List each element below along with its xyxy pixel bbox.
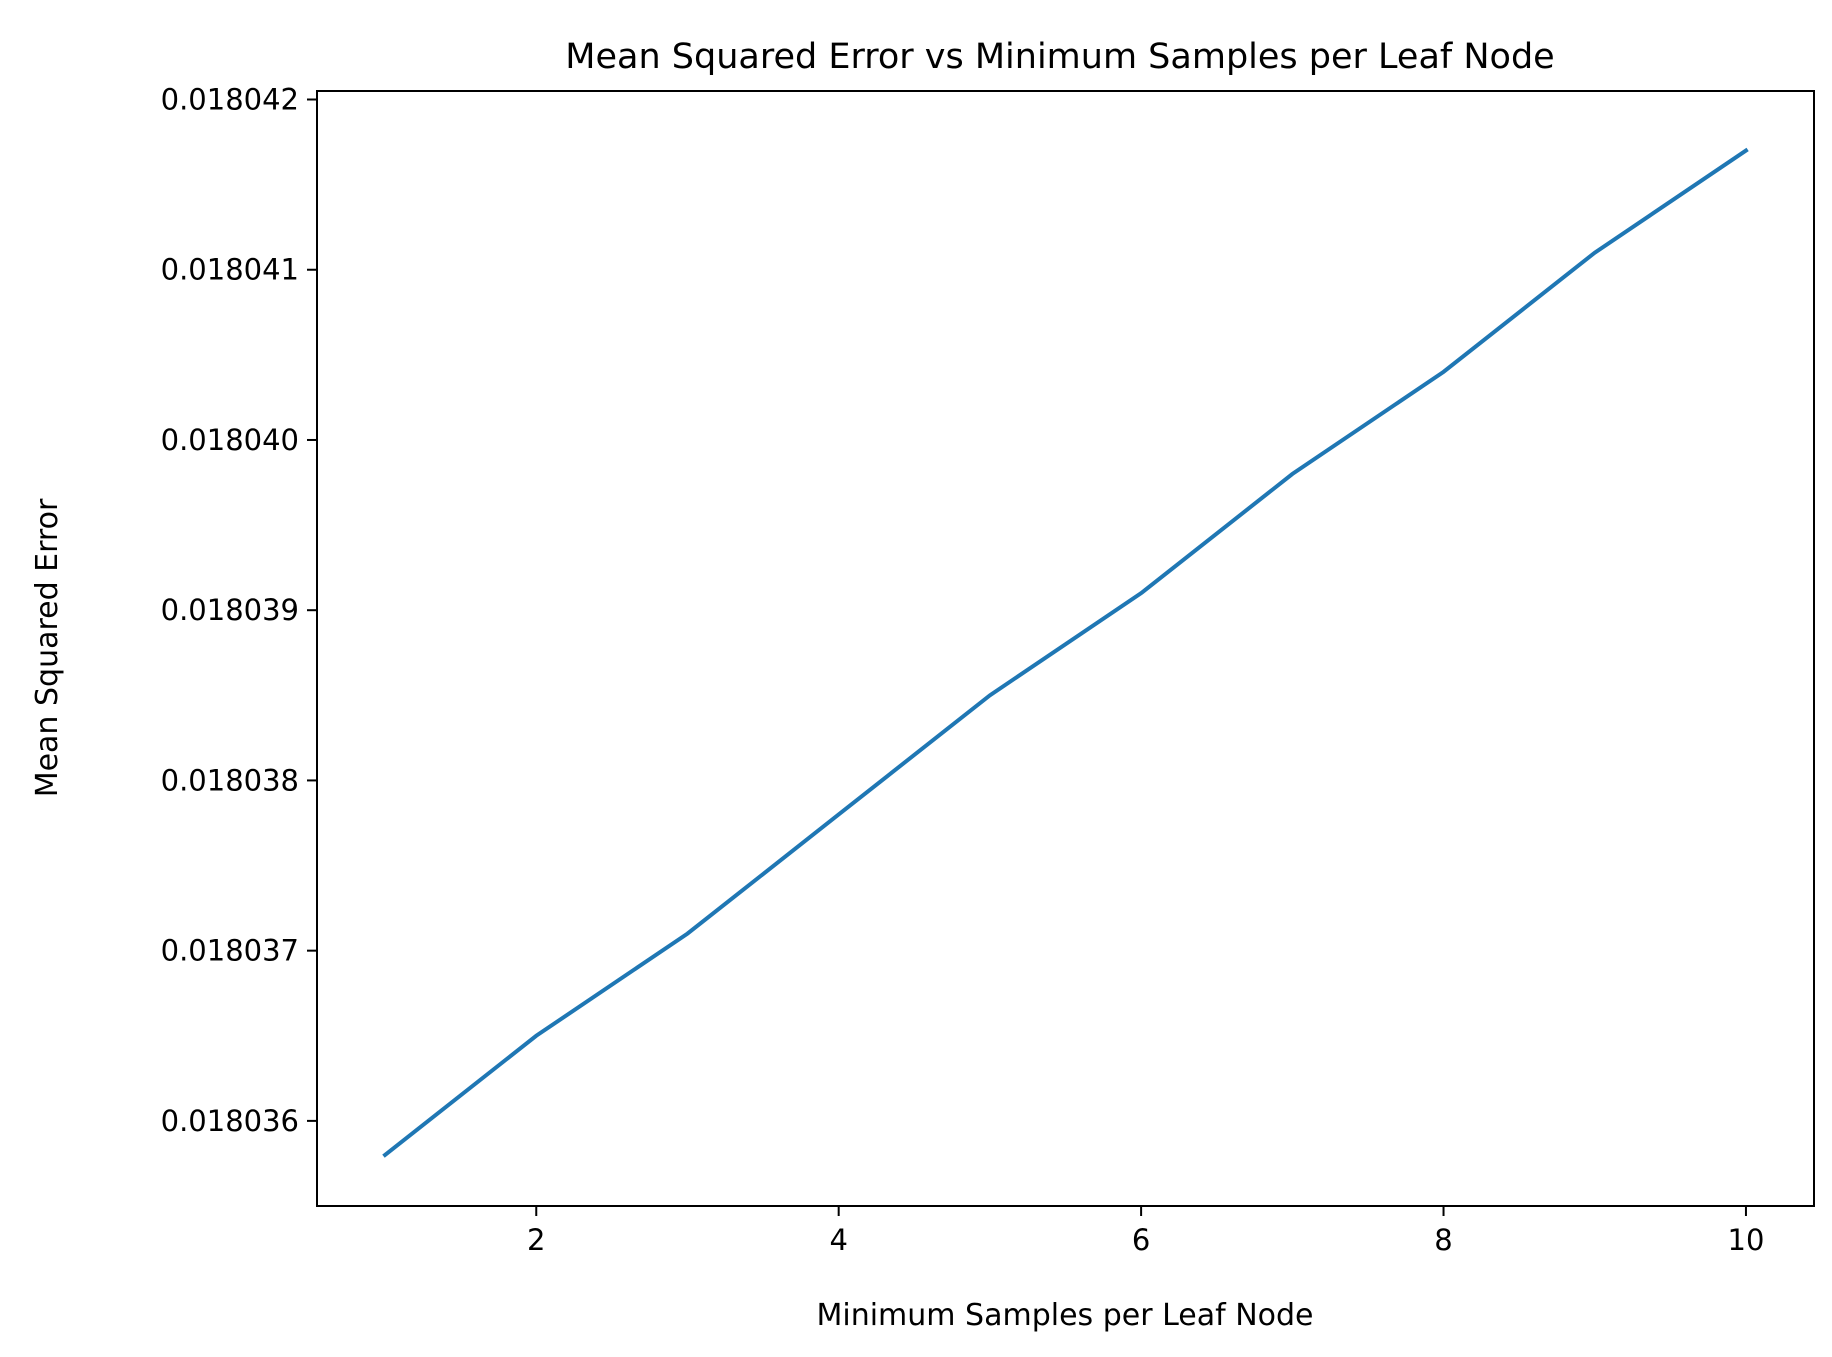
- y-tick-label: 0.018036: [161, 1104, 299, 1138]
- y-tick-label: 0.018042: [161, 83, 299, 117]
- y-tick-label: 0.018039: [161, 593, 299, 627]
- x-axis-label: Minimum Samples per Leaf Node: [816, 1298, 1313, 1333]
- y-tick-label: 0.018041: [161, 253, 299, 287]
- y-axis-label: Mean Squared Error: [30, 498, 65, 797]
- plot-area: [382, 147, 1749, 1158]
- y-tick-label: 0.018040: [161, 423, 299, 457]
- y-tick-label: 0.018037: [161, 934, 299, 968]
- x-tick-label: 4: [829, 1223, 847, 1257]
- x-tick-label: 6: [1132, 1223, 1150, 1257]
- chart-title: Mean Squared Error vs Minimum Samples pe…: [565, 37, 1554, 77]
- series-line: [382, 147, 1749, 1158]
- x-tick-label: 2: [527, 1223, 545, 1257]
- x-axis: 2 4 6 8 10: [527, 1206, 1764, 1257]
- x-tick-label: 10: [1728, 1223, 1765, 1257]
- y-tick-label: 0.018038: [161, 763, 299, 797]
- plot-frame: [316, 90, 1815, 1207]
- x-tick-label: 8: [1434, 1223, 1452, 1257]
- y-axis: 0.018036 0.018037 0.018038 0.018039 0.018040…: [161, 83, 317, 1138]
